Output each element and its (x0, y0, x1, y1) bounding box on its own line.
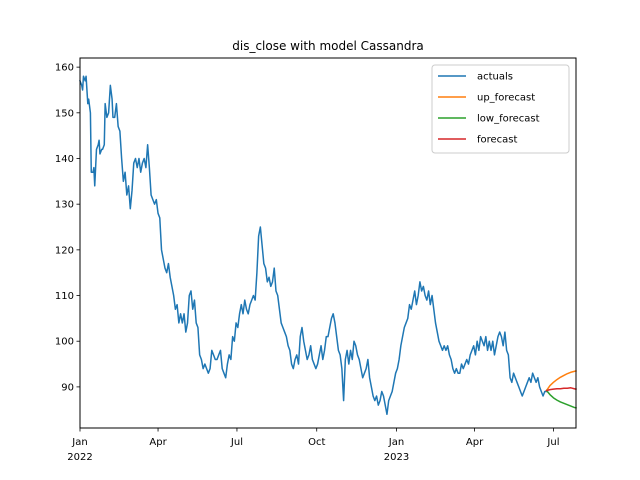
x-tick-label: Apr (466, 437, 484, 448)
series-line-actuals (79, 75, 548, 416)
plot-frame (79, 57, 577, 429)
x-tick-label: Jul (546, 437, 559, 448)
legend-label-forecast: forecast (477, 135, 518, 146)
legend-label-low-forecast: low_forecast (477, 114, 540, 125)
series-layer (79, 75, 577, 416)
y-tick-label: 120 (55, 245, 74, 256)
x-tick-year-label: 2023 (384, 452, 409, 463)
series-line-low-forecast (545, 389, 577, 409)
series-line-forecast (545, 387, 577, 392)
y-tick-label: 90 (61, 382, 74, 393)
legend: actuals up_forecast low_forecast forecast (431, 64, 570, 154)
x-tick-label: Jan (388, 437, 404, 448)
legend-label-actuals: actuals (477, 72, 513, 83)
y-tick-label: 100 (55, 337, 74, 348)
x-tick-year-label: 2022 (67, 452, 92, 463)
y-tick-label: 110 (55, 291, 74, 302)
y-tick-label: 130 (55, 200, 74, 211)
legend-label-up-forecast: up_forecast (477, 93, 535, 104)
ticks-layer: 90 100 110 120 130 140 150 160 Jan 2022 Apr Jul Oct J… (55, 63, 560, 463)
x-tick-label: Oct (308, 437, 325, 448)
x-tick-label: Apr (149, 437, 167, 448)
y-tick-label: 140 (55, 154, 74, 165)
y-tick-label: 150 (55, 108, 74, 119)
x-tick-label: Jan (71, 437, 87, 448)
x-tick-label: Jul (230, 437, 243, 448)
legend-box (431, 64, 570, 154)
chart-title: dis_close with model Cassandra (232, 39, 423, 53)
series-line-up-forecast (545, 369, 577, 392)
y-tick-label: 160 (55, 63, 74, 74)
